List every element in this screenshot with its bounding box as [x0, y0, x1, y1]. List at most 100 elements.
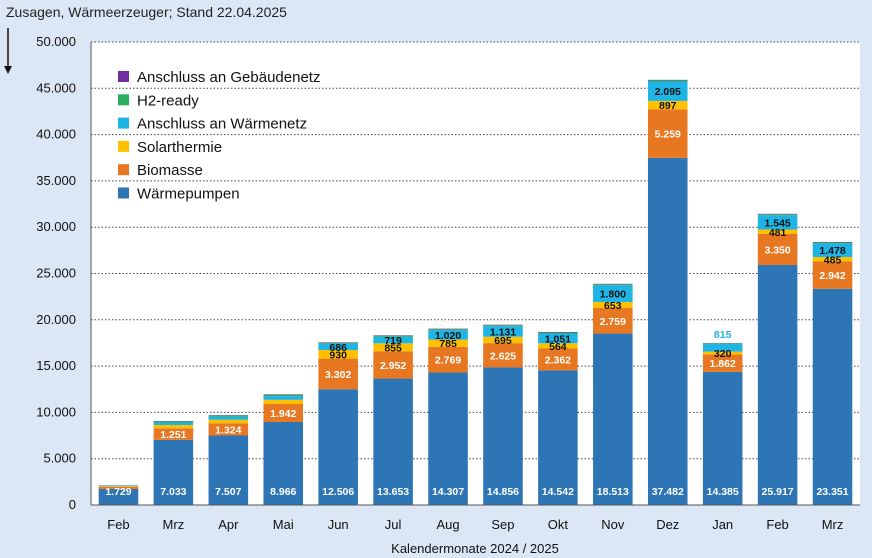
- bars: [98, 79, 853, 505]
- bar-segment: [757, 265, 798, 505]
- x-tick-label: Jan: [712, 517, 733, 532]
- bar-value-label: 2.625: [490, 350, 516, 362]
- bar-segment: [263, 421, 304, 505]
- bar-segment: [702, 351, 743, 355]
- bar-value-label: 719: [384, 335, 402, 347]
- bar-value-label: 2.769: [435, 355, 461, 367]
- bar-value-label: 1.324: [215, 424, 241, 436]
- legend-entry: Anschluss an Gebäudenetz: [137, 69, 320, 86]
- bar-labels: 1.729 7.033 1.251 7.507 1.324 8.966 1.942 12.50…: [105, 86, 848, 498]
- x-tick-label: Feb: [766, 517, 788, 532]
- y-tick-label: 50.000: [36, 34, 76, 49]
- bar-value-label: 1.545: [764, 217, 790, 229]
- bar-segment: [373, 335, 413, 337]
- legend-swatch: [118, 164, 129, 176]
- bar-segment: [208, 423, 249, 436]
- bar-segment: [153, 422, 194, 426]
- bar-segment: [153, 439, 194, 505]
- bar-segment: [263, 396, 304, 400]
- bar-segment: [208, 416, 249, 420]
- legend-swatch: [118, 71, 129, 82]
- y-tick-label: 25.000: [36, 266, 76, 281]
- y-tick-label: 35.000: [36, 173, 76, 188]
- y-axis-ticks: 0 5.000 10.000 15.000 20.000 25.000 30.000 35.0…: [36, 34, 76, 512]
- bar-value-label: 14.385: [707, 486, 739, 498]
- bar-segment: [153, 421, 194, 423]
- x-tick-label: Dez: [656, 517, 679, 532]
- bar-value-label: 686: [329, 342, 347, 354]
- bar-segment: [483, 325, 523, 327]
- bar-segment: [647, 81, 688, 101]
- bar-segment: [593, 333, 633, 505]
- bar-segment: [263, 394, 304, 397]
- bar-segment: [812, 257, 853, 262]
- x-tick-label: Nov: [601, 517, 625, 532]
- y-axis-arrow-icon: [4, 28, 12, 74]
- bar-segment: [483, 336, 523, 344]
- y-tick-label: 5.000: [43, 451, 76, 466]
- bar-value-label: 37.482: [652, 486, 684, 498]
- y-tick-label: 10.000: [36, 404, 76, 419]
- bar-segment: [318, 350, 358, 359]
- y-tick-label: 45.000: [36, 80, 76, 95]
- legend-swatch: [118, 94, 129, 106]
- y-tick-label: 30.000: [36, 219, 76, 234]
- bar-value-label: 14.307: [432, 486, 464, 498]
- x-tick-label: Okt: [548, 517, 569, 532]
- legend-entry: Biomasse: [137, 162, 203, 179]
- bar-segment: [593, 284, 633, 286]
- bar-segment: [593, 285, 633, 302]
- bar-value-label: 485: [824, 254, 842, 266]
- bar-segment: [757, 214, 798, 216]
- bar-segment: [98, 488, 139, 505]
- legend-swatch: [118, 140, 129, 152]
- bar-segment: [98, 486, 139, 487]
- bar-value-label: 695: [494, 335, 512, 347]
- bar-segment: [702, 371, 743, 505]
- bar-value-label: 564: [549, 341, 567, 353]
- bar-segment: [538, 348, 578, 371]
- bar-value-label: 1.800: [600, 289, 626, 301]
- bar-value-label: 5.259: [655, 129, 681, 141]
- bar-segment: [428, 346, 468, 373]
- bar-value-label: 897: [659, 100, 677, 112]
- y-tick-label: 40.000: [36, 127, 76, 142]
- bar-segment: [812, 242, 853, 244]
- chart-title: Zusagen, Wärmeerzeuger; Stand 22.04.2025: [6, 4, 287, 20]
- bar-value-label: 320: [714, 348, 732, 360]
- bar-segment: [593, 308, 633, 334]
- bar-segment: [647, 157, 688, 505]
- y-tick-label: 0: [69, 497, 76, 512]
- bar-segment: [812, 243, 853, 258]
- x-axis-ticks: Feb Mrz Apr Mai Jun Jul Aug Sep Okt Nov Dez Jan Feb M…: [107, 517, 843, 532]
- bar-value-label: 13.653: [377, 486, 409, 498]
- bar-value-label: 25.917: [762, 486, 794, 498]
- x-axis-label: Kalendermonate 2024 / 2025: [391, 541, 559, 556]
- bar-value-label: 12.506: [322, 486, 354, 498]
- bar-segment: [318, 358, 358, 390]
- bar-segment: [647, 109, 688, 158]
- x-tick-label: Aug: [436, 517, 459, 532]
- x-tick-label: Apr: [218, 517, 239, 532]
- bar-value-label: 1.051: [545, 333, 571, 345]
- bar-value-label: 7.033: [160, 486, 186, 498]
- bar-segment: [318, 343, 358, 351]
- bar-value-label: 3.350: [764, 244, 790, 256]
- bar-segment: [263, 399, 304, 404]
- bar-segment: [373, 378, 413, 505]
- bar-value-label: 14.542: [542, 486, 574, 498]
- bar-segment: [538, 332, 578, 334]
- bar-value-label: 2.952: [380, 360, 406, 372]
- y-tick-label: 20.000: [36, 312, 76, 327]
- x-tick-label: Mai: [273, 517, 294, 532]
- bar-value-label: 785: [439, 338, 457, 350]
- legend-swatch: [118, 117, 129, 129]
- x-tick-label: Mrz: [822, 517, 844, 532]
- bar-value-label: 930: [329, 349, 347, 361]
- bar-segment: [428, 372, 468, 505]
- bar-value-label: 2.942: [819, 270, 845, 282]
- legend-entry: Anschluss an Wärmenetz: [137, 116, 307, 133]
- bar-segment: [812, 288, 853, 505]
- bar-value-label: 14.856: [487, 486, 519, 498]
